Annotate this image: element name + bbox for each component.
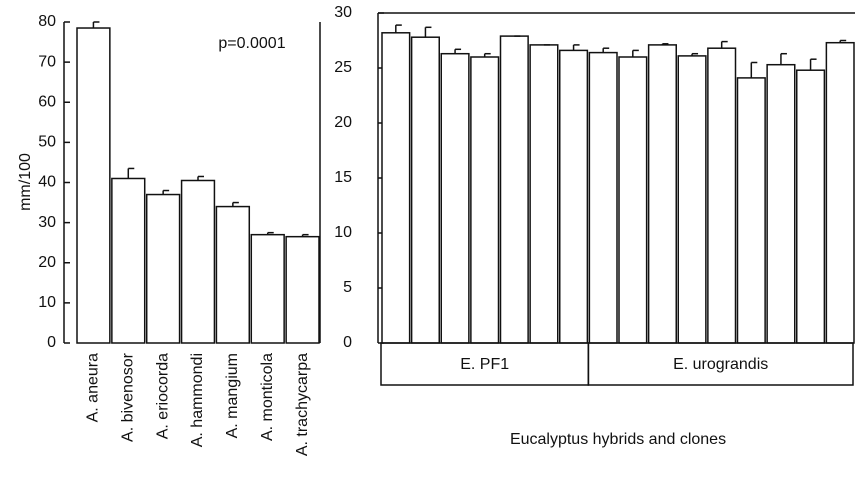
bar [410,36,440,344]
bar [250,233,285,344]
bar [736,77,766,344]
bar [180,179,216,344]
y-tick-label: 60 [38,93,56,110]
bar [618,56,648,344]
y-tick-label: 70 [38,53,56,70]
y-tick-label: 80 [38,13,56,30]
group-box [587,342,854,386]
y-tick-label: 20 [38,254,56,271]
x-tick-label: A. trachycarpa [294,353,311,456]
bar [559,49,589,344]
bar [111,177,146,344]
bar [215,205,251,344]
y-tick-label: 30 [334,4,352,21]
y-tick-label: 25 [334,59,352,76]
group-label: E. PF1 [460,356,509,373]
annotation: p=0.0001 [218,35,285,52]
y-tick-label: 0 [343,334,352,351]
group-label: E. urograndis [673,356,768,373]
y-tick-label: 50 [38,134,56,151]
x-tick-label: A. hammondi [189,353,206,447]
bar [825,41,855,344]
x-tick-label: A. monticola [259,353,276,441]
y-axis-label: mm/100 [17,153,34,211]
bar [707,47,737,344]
bar [440,52,470,344]
x-tick-label: A. mangium [224,353,241,438]
bar [499,35,529,344]
y-tick-label: 10 [334,224,352,241]
bar [677,55,707,344]
x-tick-label: A. eriocorda [154,353,171,439]
x-axis-label: Eucalyptus hybrids and clones [510,431,726,448]
bar [381,32,411,344]
y-tick-label: 0 [47,334,56,351]
y-tick-label: 10 [38,294,56,311]
y-tick-label: 20 [334,114,352,131]
bar [647,44,677,344]
bar [285,235,320,344]
bar [766,63,796,344]
x-tick-label: A. bivenosor [120,352,137,442]
bar [76,27,111,344]
bar [470,56,500,344]
x-tick-label: A. aneura [85,353,102,422]
y-tick-label: 40 [38,174,56,191]
bar [796,69,826,344]
y-tick-label: 15 [334,169,352,186]
y-tick-label: 5 [343,279,352,296]
bar [145,193,181,344]
bar [588,51,618,344]
y-tick-label: 30 [38,214,56,231]
bar [529,44,559,344]
